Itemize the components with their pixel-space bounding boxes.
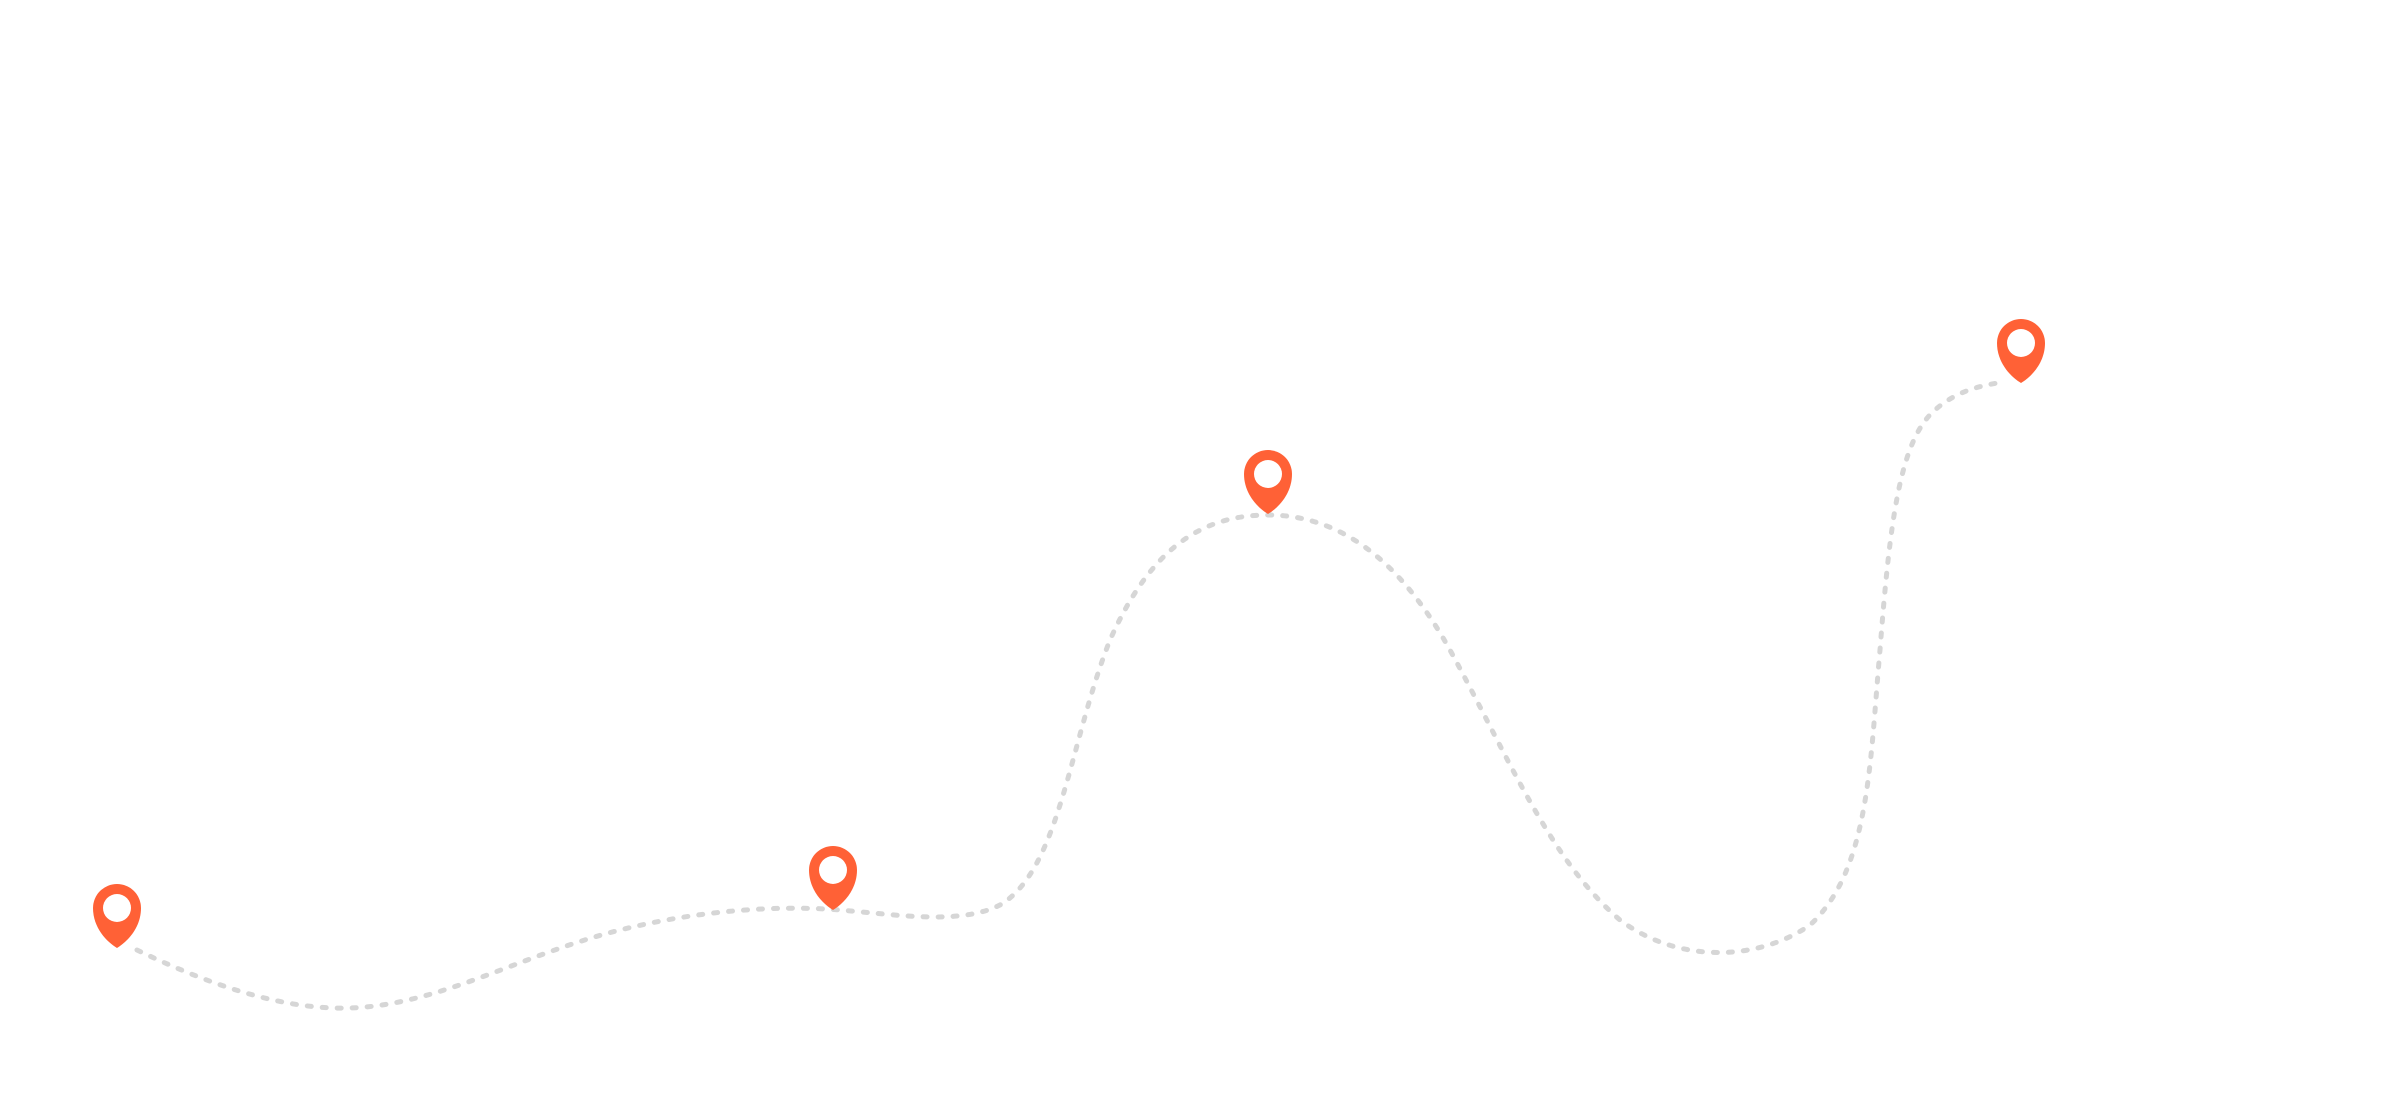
map-pin-icon — [1244, 450, 1292, 514]
map-pin-icon — [809, 846, 857, 910]
map-pin-hole — [1254, 460, 1282, 488]
map-pin-icon — [93, 884, 141, 948]
map-pin-icon — [1997, 319, 2045, 383]
dotted-route-path — [134, 379, 2008, 1011]
map-pin-hole — [103, 894, 131, 922]
map-pin-hole — [2007, 329, 2035, 357]
map-pin-hole — [819, 856, 847, 884]
